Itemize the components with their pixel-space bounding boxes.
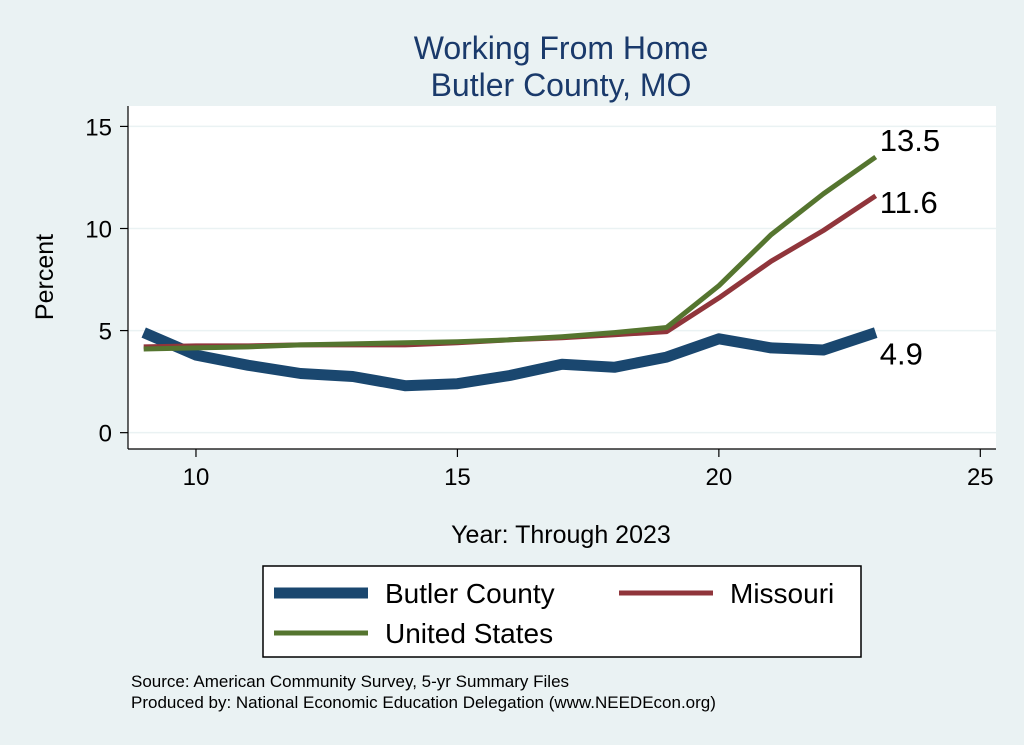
- y-tick-label-0: 0: [99, 421, 112, 448]
- end-label-butler-county: 4.9: [880, 337, 923, 372]
- x-tick-label-10: 10: [183, 464, 210, 491]
- legend: Butler County Missouri United States: [262, 565, 862, 658]
- chart-title-line-2: Butler County, MO: [431, 67, 692, 103]
- legend-label-missouri: Missouri: [730, 578, 834, 609]
- series-line-united-states: [143, 154, 878, 352]
- x-tick-label-25: 25: [967, 464, 994, 491]
- axes: 0 5 10 15 10 15 20 25: [85, 106, 996, 491]
- source-note: Source: American Community Survey, 5-yr …: [131, 672, 570, 691]
- end-label-missouri: 11.6: [880, 185, 938, 220]
- legend-label-united-states: United States: [385, 618, 553, 649]
- chart-title-line-1: Working From Home: [414, 30, 709, 66]
- y-axis-label: Percent: [31, 234, 59, 320]
- legend-box: [262, 565, 862, 658]
- series-lines: [141, 154, 878, 392]
- plot-area: [128, 106, 996, 449]
- x-axis-label: Year: Through 2023: [451, 521, 671, 549]
- y-tick-label-10: 10: [85, 217, 112, 244]
- legend-label-butler-county: Butler County: [385, 578, 555, 609]
- x-tick-label-15: 15: [444, 464, 471, 491]
- y-tick-label-5: 5: [99, 319, 112, 346]
- gridlines: [128, 125, 996, 434]
- series-line-butler-county: [141, 327, 878, 392]
- produced-by-note: Produced by: National Economic Education…: [131, 693, 716, 712]
- x-tick-label-20: 20: [706, 464, 733, 491]
- y-tick-label-15: 15: [85, 114, 112, 141]
- end-label-united-states: 13.5: [880, 123, 940, 158]
- end-labels: 4.9 11.6 13.5: [880, 123, 940, 372]
